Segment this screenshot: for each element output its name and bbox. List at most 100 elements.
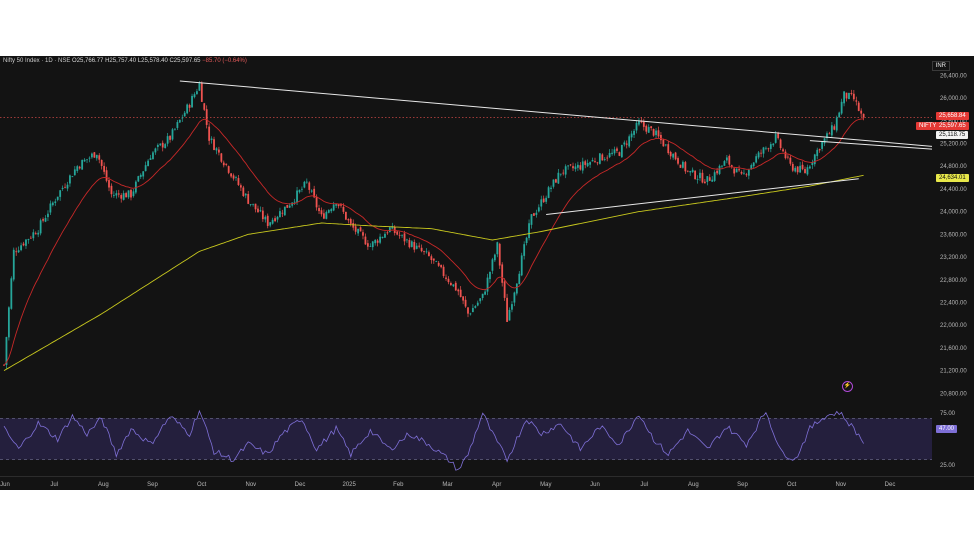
- candle-body: [42, 219, 44, 221]
- candle-body: [806, 167, 809, 175]
- lightning-icon[interactable]: ⚡: [842, 381, 853, 392]
- candle-body: [220, 153, 223, 162]
- candle-body: [303, 181, 306, 188]
- candle-body: [598, 153, 601, 164]
- candle-body: [3, 364, 5, 366]
- candle-body: [225, 163, 228, 165]
- candle-body: [403, 233, 406, 242]
- candle-body: [362, 232, 364, 236]
- candle-body: [469, 313, 472, 315]
- candle-body: [855, 100, 858, 102]
- candle-body: [110, 185, 113, 195]
- candle-body: [691, 169, 694, 173]
- candle-body: [398, 234, 401, 236]
- candle-body: [850, 92, 853, 95]
- candle-body: [415, 245, 418, 249]
- y-tick-label: 23,200.00: [940, 255, 967, 261]
- symbol-label[interactable]: Nifty 50 Index · 1D · NSE: [3, 58, 71, 64]
- candle-body: [93, 152, 96, 158]
- candle-body: [193, 94, 196, 98]
- candle-body: [555, 179, 557, 183]
- candle-body: [745, 174, 748, 176]
- x-tick-label: Dec: [885, 482, 896, 488]
- candle-body: [196, 91, 198, 95]
- candle-body: [247, 193, 250, 204]
- y-tick-label: 20,800.00: [940, 391, 967, 397]
- candle-body: [808, 166, 811, 169]
- candle-body: [474, 306, 477, 308]
- ema-long-line: [3, 174, 864, 371]
- candle-body: [359, 227, 362, 232]
- candle-body: [59, 190, 62, 197]
- candle-body: [518, 273, 521, 285]
- candle-body: [686, 170, 689, 172]
- candle-body: [183, 112, 186, 117]
- candle-body: [376, 240, 379, 243]
- candle-body: [340, 204, 342, 206]
- open-value: O25,766.77: [72, 58, 104, 64]
- candle-body: [618, 152, 621, 156]
- candle-body: [440, 264, 443, 268]
- currency-button[interactable]: INR: [931, 61, 950, 71]
- y-tick-label: 24,400.00: [940, 187, 967, 193]
- price-pane[interactable]: 26,400.00 26,000.00 25,600.00 25,200.00 24,8…: [0, 56, 974, 401]
- candle-body: [708, 177, 711, 181]
- candle-body: [249, 204, 252, 205]
- candle-body: [628, 136, 631, 147]
- close-value: C25,597.65: [169, 58, 201, 64]
- candle-body: [633, 130, 635, 135]
- candle-body: [862, 113, 865, 118]
- candle-body: [61, 187, 64, 189]
- candle-body: [752, 162, 755, 167]
- candle-body: [352, 223, 355, 228]
- candle-body: [784, 151, 787, 159]
- candle-body: [694, 170, 697, 180]
- x-tick-label: Aug: [688, 482, 699, 488]
- candle-body: [161, 142, 164, 148]
- candle-body: [642, 121, 645, 127]
- rsi-tick-label: 25.00: [940, 463, 956, 469]
- candle-body: [388, 227, 391, 232]
- candle-body: [279, 211, 281, 218]
- candle-body: [826, 133, 828, 139]
- candle-body: [139, 174, 142, 177]
- candle-body: [828, 133, 831, 135]
- candle-body: [584, 161, 587, 165]
- candle-body: [459, 289, 462, 297]
- candle-body: [623, 142, 626, 145]
- candle-body: [743, 172, 745, 174]
- candle-body: [105, 170, 108, 181]
- candle-body: [296, 190, 298, 203]
- candle-body: [669, 151, 672, 157]
- candle-body: [476, 302, 479, 306]
- rsi-pane[interactable]: 75.00 25.00: [0, 404, 974, 474]
- candle-body: [313, 188, 316, 198]
- last-price-tag: 25,658.84: [936, 112, 969, 120]
- candle-body: [738, 169, 740, 171]
- candle-body: [401, 234, 403, 236]
- time-axis[interactable]: Jun Jul Aug Sep Oct Nov Dec 2025 Feb Mar Apr May Jun…: [0, 476, 974, 490]
- candle-body: [88, 157, 91, 159]
- candle-body: [156, 144, 159, 147]
- candle-body: [813, 154, 816, 165]
- candle-body: [823, 138, 826, 144]
- y-tick-label: 21,200.00: [940, 369, 967, 375]
- candle-body: [86, 159, 88, 161]
- candle-body: [159, 143, 162, 146]
- candle-body: [47, 213, 49, 218]
- candle-body: [7, 307, 10, 338]
- candle-body: [821, 142, 824, 149]
- x-tick-label: Apr: [492, 482, 501, 488]
- candle-body: [594, 161, 596, 162]
- x-tick-label: Oct: [787, 482, 797, 488]
- candle-body: [423, 251, 425, 252]
- candle-body: [447, 278, 450, 283]
- candle-body: [112, 195, 115, 196]
- candle-body: [630, 133, 633, 138]
- candle-body: [562, 172, 565, 174]
- candle-body: [269, 222, 272, 226]
- candle-body: [166, 136, 169, 144]
- candle-body: [174, 128, 176, 130]
- x-tick-label: 2025: [342, 482, 356, 488]
- candle-body: [198, 83, 201, 91]
